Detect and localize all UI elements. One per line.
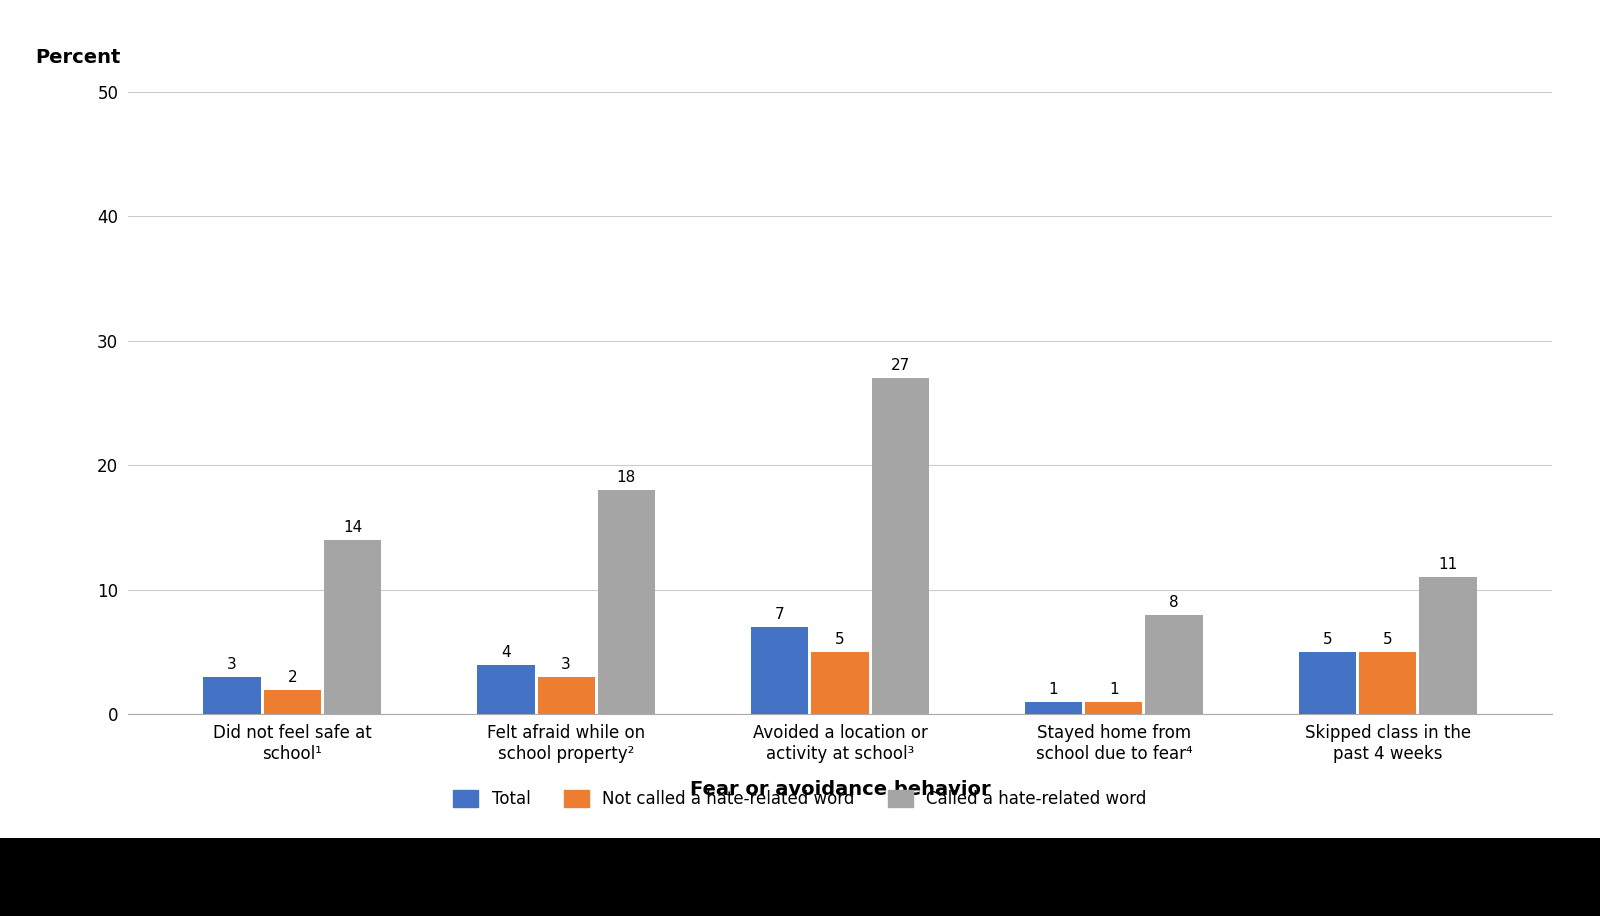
Text: Percent: Percent [35, 48, 122, 67]
Bar [1026, 702, 1082, 714]
Bar [323, 540, 381, 714]
Text: 2: 2 [288, 670, 298, 684]
Bar [1299, 652, 1357, 714]
Text: 5: 5 [835, 632, 845, 648]
Bar [1085, 702, 1142, 714]
Text: 3: 3 [227, 657, 237, 672]
Bar [598, 490, 654, 714]
Text: 4: 4 [501, 645, 510, 660]
Bar [203, 677, 261, 714]
Bar [538, 677, 595, 714]
Bar [264, 690, 322, 714]
Bar [477, 665, 534, 714]
Bar [872, 378, 930, 714]
Text: 5: 5 [1382, 632, 1392, 648]
Legend: Total, Not called a hate-related word, Called a hate-related word: Total, Not called a hate-related word, C… [445, 781, 1155, 816]
Text: 1: 1 [1109, 682, 1118, 697]
Text: 18: 18 [616, 470, 637, 485]
Text: 27: 27 [891, 358, 910, 373]
Text: 7: 7 [774, 607, 784, 622]
Text: 8: 8 [1170, 594, 1179, 610]
Text: 11: 11 [1438, 558, 1458, 572]
Bar [1419, 577, 1477, 714]
Text: 14: 14 [342, 520, 362, 535]
Bar [1146, 615, 1203, 714]
Bar [811, 652, 869, 714]
Bar [1358, 652, 1416, 714]
Text: 3: 3 [562, 657, 571, 672]
Bar [750, 627, 808, 714]
Text: 1: 1 [1048, 682, 1059, 697]
X-axis label: Fear or avoidance behavior: Fear or avoidance behavior [690, 780, 990, 799]
Text: 5: 5 [1323, 632, 1333, 648]
